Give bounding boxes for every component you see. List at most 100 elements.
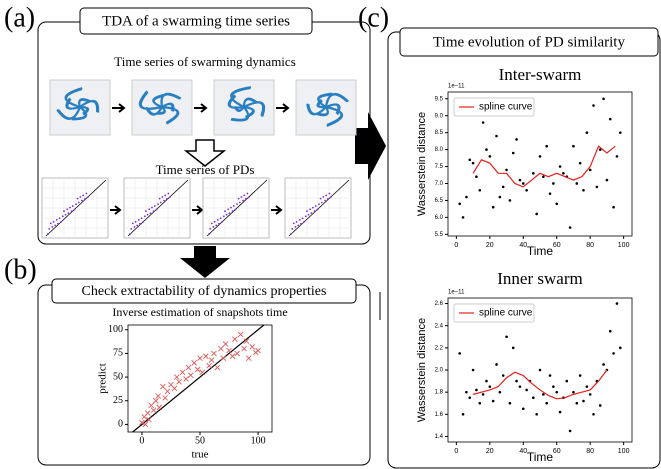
pd-dot <box>290 233 292 235</box>
pd-dot <box>60 220 63 223</box>
point <box>582 188 585 192</box>
pd-dot <box>76 197 79 200</box>
pd-dot <box>216 218 219 221</box>
pd-dot <box>292 222 295 225</box>
pd-dot <box>164 194 167 197</box>
x-tick-label: 80 <box>586 242 594 249</box>
pd-dot <box>294 226 297 228</box>
pd-dot <box>66 208 69 211</box>
point <box>485 379 488 383</box>
plot-area <box>127 324 273 433</box>
pd-diagonal <box>45 179 107 237</box>
point <box>521 182 525 185</box>
point <box>555 202 559 206</box>
legend-box <box>453 303 535 323</box>
pd-dot <box>304 215 307 218</box>
pd-dot <box>61 215 64 218</box>
point <box>475 175 478 179</box>
pd-dot <box>63 210 65 213</box>
pd-dot <box>228 212 231 215</box>
pd-dot <box>210 222 213 225</box>
point <box>521 407 525 411</box>
pd-dot <box>224 210 226 213</box>
chart-title: Inner swarm <box>497 269 582 288</box>
pd-dot <box>319 197 322 200</box>
x-tick-label: 50 <box>195 435 205 446</box>
point <box>608 329 612 333</box>
x-axis-label: Time <box>527 244 554 258</box>
pd-dot <box>49 222 52 225</box>
pd-dot <box>324 199 326 202</box>
point <box>615 155 619 158</box>
point <box>552 385 555 388</box>
point <box>491 399 495 403</box>
pd-dot <box>51 226 54 228</box>
pd-dot <box>326 198 329 200</box>
point <box>568 226 572 229</box>
arrow <box>194 103 208 113</box>
point <box>495 134 498 138</box>
point <box>538 155 542 158</box>
pd-dot <box>300 222 302 225</box>
point <box>194 366 201 373</box>
point <box>535 413 538 416</box>
point <box>468 158 472 162</box>
point <box>481 121 485 124</box>
pd-dot <box>81 199 83 202</box>
pd-dot <box>225 213 228 216</box>
point <box>164 388 171 395</box>
pd-dot <box>237 197 240 200</box>
point <box>229 353 236 360</box>
point <box>478 401 482 405</box>
pd-dot <box>58 217 61 220</box>
y-tick-label: 0 <box>118 419 123 430</box>
point <box>598 148 602 151</box>
pd-dot <box>140 217 143 220</box>
point <box>618 346 622 350</box>
y-tick-label: 6.0 <box>435 215 444 221</box>
point <box>568 429 572 433</box>
pd-dot <box>231 210 234 213</box>
pd-dot <box>148 208 151 211</box>
y-tick-label: 7.5 <box>435 164 444 170</box>
point <box>575 401 579 405</box>
y-tick-label: 2.0 <box>435 368 444 374</box>
point <box>199 369 206 376</box>
pd-dot <box>242 199 244 202</box>
pd-dot <box>52 220 55 223</box>
y-tick-label: 25 <box>113 395 123 406</box>
pd-diagonal <box>288 179 350 237</box>
point <box>518 178 522 182</box>
point <box>558 410 562 414</box>
pd-dot <box>222 215 225 218</box>
pd-dot <box>159 201 162 204</box>
pd-dot <box>57 222 59 225</box>
x-tick-label: 100 <box>618 242 630 249</box>
hollow-arrow <box>183 139 227 167</box>
pd-dot <box>55 218 58 221</box>
point <box>160 383 166 390</box>
pd-dot <box>219 217 222 220</box>
y-tick-label: 2.4 <box>435 323 444 329</box>
y-tick-label: 6.5 <box>435 198 444 204</box>
pd-dot <box>230 206 232 209</box>
arrow <box>112 103 126 113</box>
point <box>214 364 221 371</box>
point <box>191 360 198 366</box>
panel-label: (a) <box>4 2 35 33</box>
title-box <box>51 278 357 304</box>
pd-dot <box>155 208 158 211</box>
point <box>592 104 595 107</box>
pd-dot <box>309 208 312 211</box>
point <box>578 161 582 165</box>
point <box>532 172 535 175</box>
point <box>548 192 552 195</box>
point <box>545 144 548 148</box>
point <box>498 195 502 199</box>
point <box>548 374 552 377</box>
pd-dot <box>314 205 317 207</box>
point <box>176 378 182 385</box>
pd-dot <box>240 196 243 198</box>
point <box>511 346 515 350</box>
pd-dot <box>153 205 156 207</box>
